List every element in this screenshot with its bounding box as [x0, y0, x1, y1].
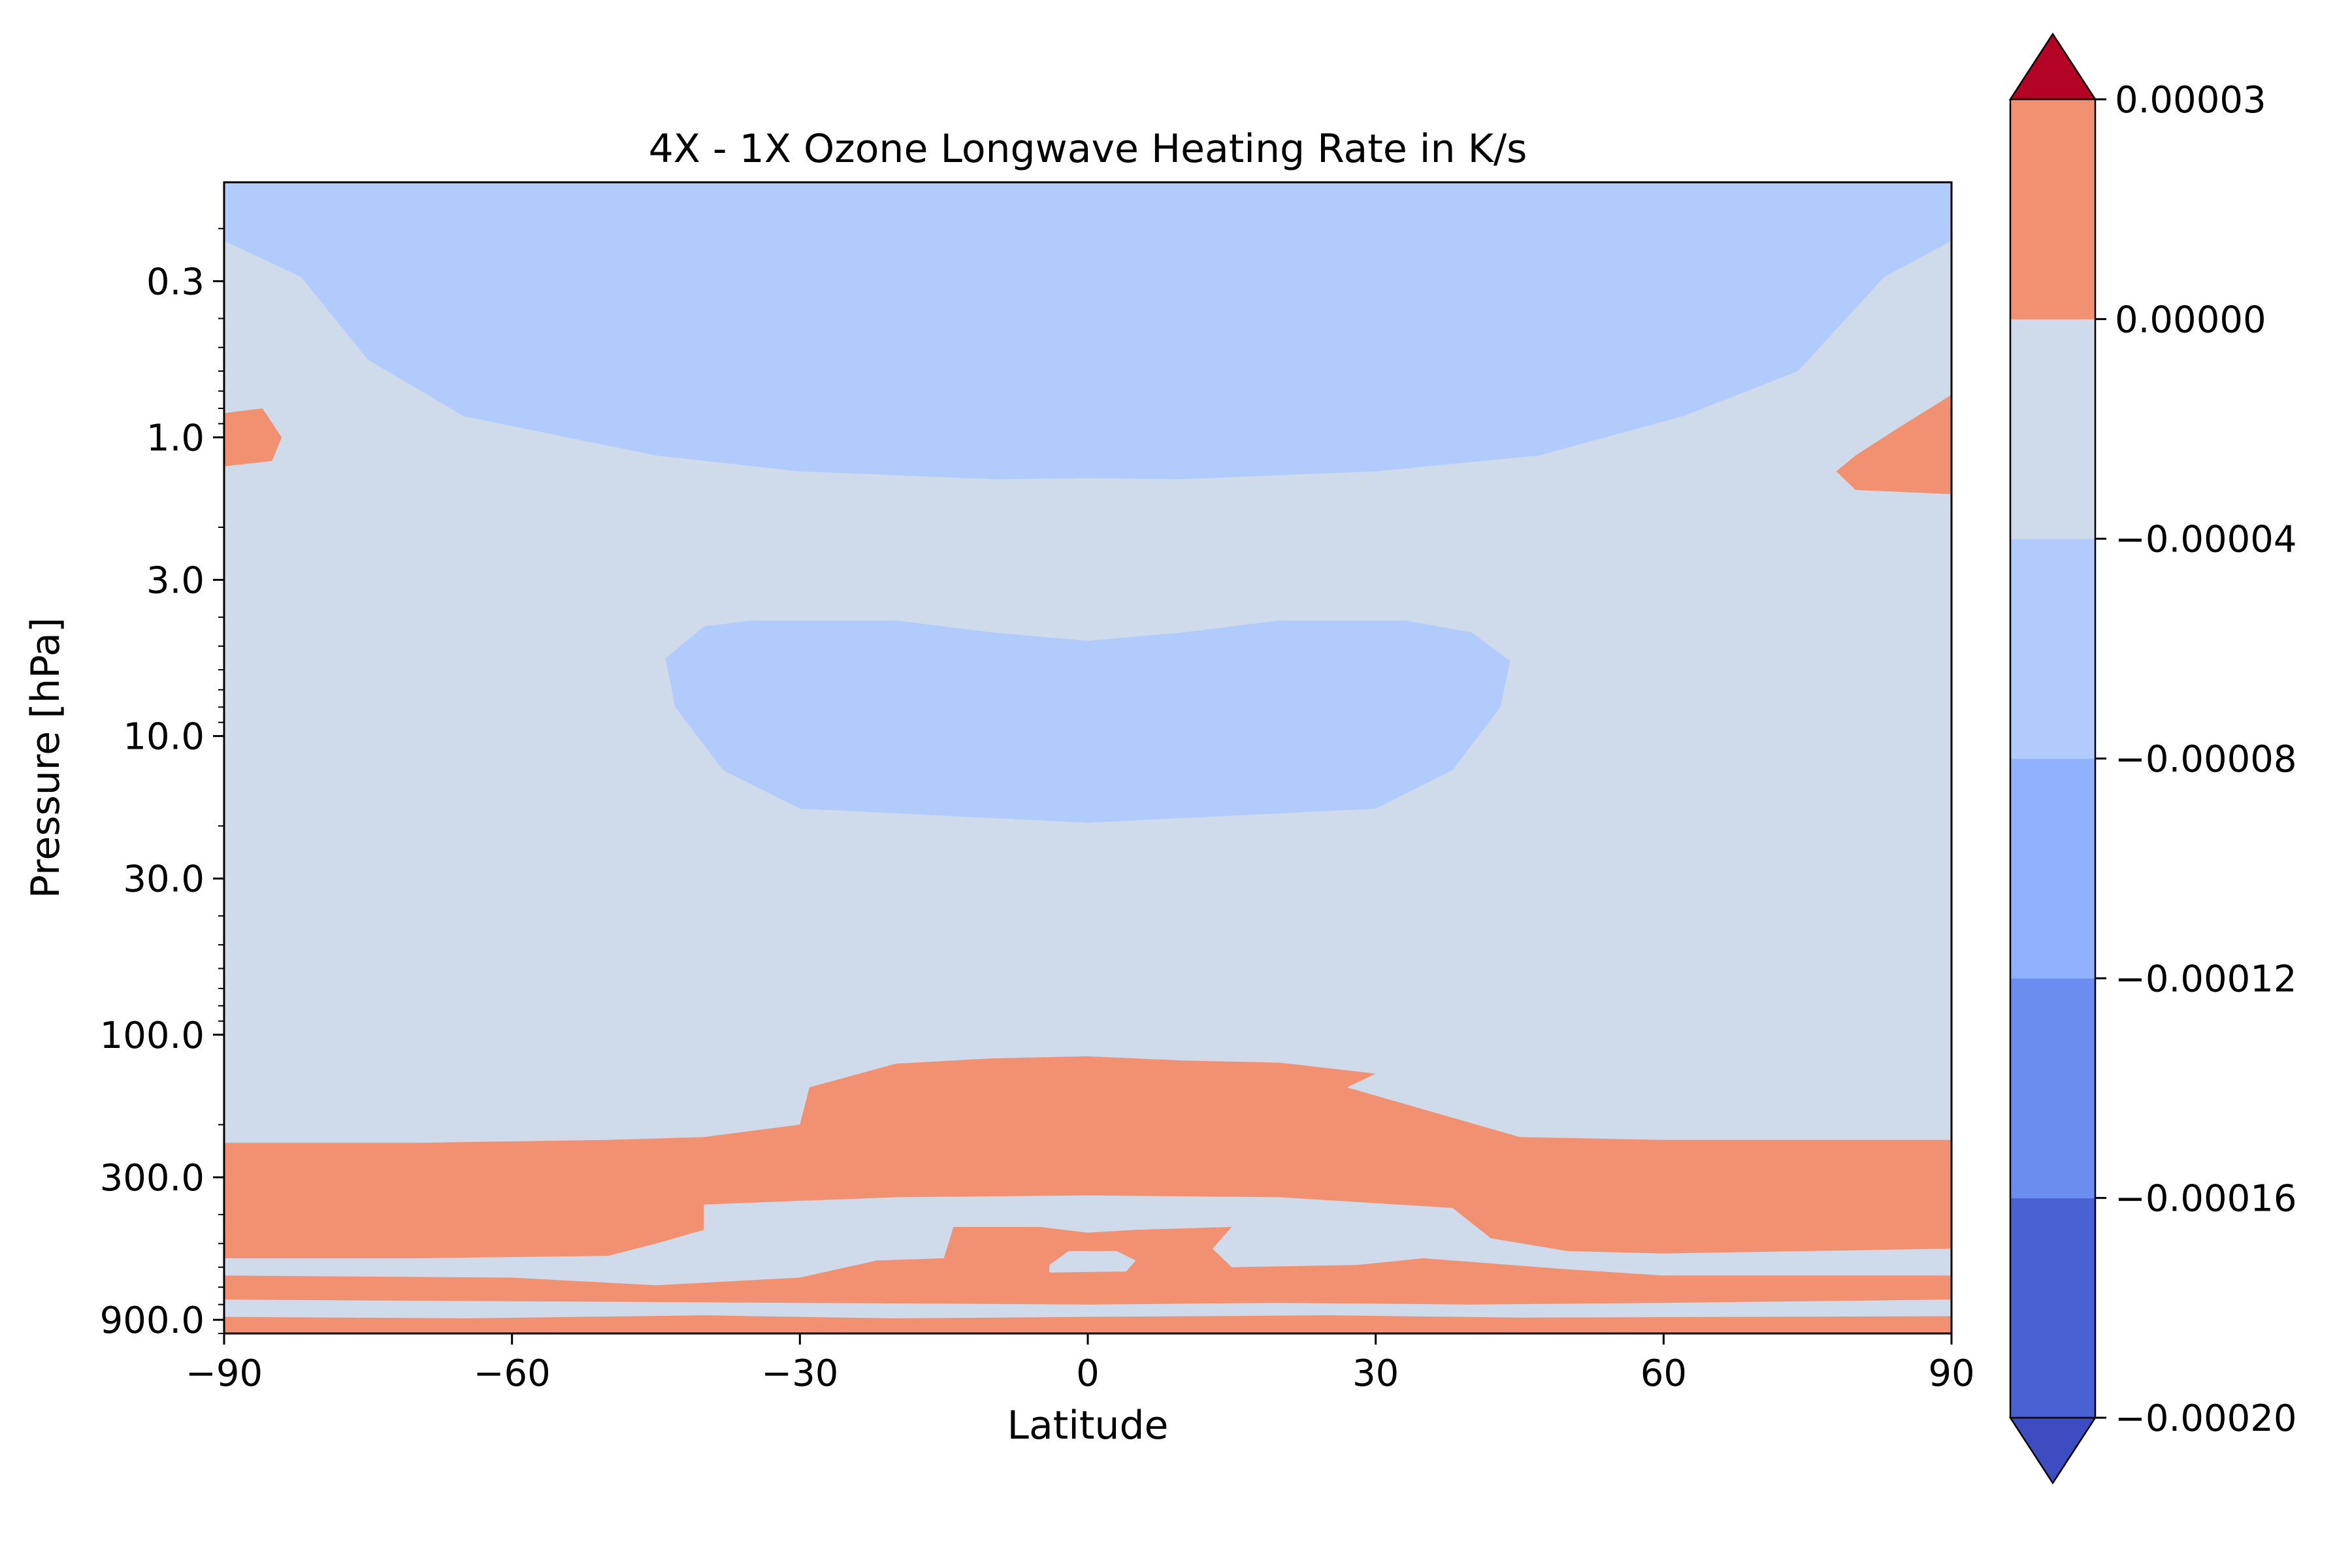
x-tick-label: 0 [1076, 1352, 1100, 1395]
x-tick-label: 60 [1641, 1352, 1687, 1395]
colorbar-segment [2010, 1198, 2095, 1418]
y-tick-label: 10.0 [123, 716, 204, 759]
colorbar-tick-label: −0.00008 [2115, 738, 2297, 781]
x-tick-label: −90 [186, 1352, 263, 1395]
colorbar-tick-label: −0.00020 [2115, 1397, 2297, 1440]
contour-region-9 [1049, 1250, 1136, 1273]
contour-region-6 [1836, 395, 1952, 495]
colorbar-extend-min [2008, 1416, 2097, 1485]
x-tick-label: −30 [761, 1352, 838, 1395]
x-tick-label: −60 [474, 1352, 551, 1395]
plot-area [223, 181, 1953, 1335]
colorbar-tick-label: −0.00004 [2115, 519, 2297, 561]
colorbar-segment [2010, 759, 2095, 979]
y-axis-label: Pressure [hPa] [23, 617, 69, 898]
colorbar-segment [2010, 538, 2095, 759]
contour-region-5 [224, 408, 282, 466]
y-tick-label: 3.0 [146, 560, 204, 602]
y-tick-label: 30.0 [123, 858, 204, 901]
contour-region-7 [224, 1056, 1952, 1258]
y-tick-label: 0.3 [146, 261, 204, 303]
colorbar-tick-label: −0.00016 [2115, 1178, 2297, 1220]
x-tick-label: 90 [1928, 1352, 1974, 1395]
colorbar-segment [2010, 319, 2095, 540]
chart-title: 4X - 1X Ozone Longwave Heating Rate in K… [649, 126, 1527, 172]
colorbar-tick-label: 0.00003 [2115, 79, 2266, 122]
contour-region-10 [224, 1315, 1952, 1333]
colorbar-segment [2010, 99, 2095, 319]
colorbar: 0.00003 0.00000 −0.00004 −0.00008 −0.00012 −0… [2008, 32, 2297, 1485]
colorbar-tick-label: 0.00000 [2115, 299, 2266, 341]
x-axis: −90 −60 −30 0 30 60 90 [186, 1333, 1975, 1395]
contour-region-4 [665, 620, 1511, 823]
y-tick-label: 300.0 [100, 1157, 204, 1200]
y-tick-label: 100.0 [100, 1015, 204, 1057]
x-tick-label: 30 [1352, 1352, 1399, 1395]
contour-regions [224, 182, 1952, 1333]
colorbar-extend-max [2008, 32, 2097, 101]
y-axis: 0.3 1.0 3.0 10.0 30.0 100.0 300.0 900.0 [100, 227, 224, 1342]
colorbar-segment [2010, 978, 2095, 1199]
y-tick-label: 1.0 [146, 417, 204, 459]
y-tick-label: 900.0 [100, 1299, 204, 1342]
colorbar-tick-label: −0.00012 [2115, 958, 2297, 1000]
x-axis-label: Latitude [1007, 1403, 1169, 1448]
contour-region-3 [224, 182, 1952, 480]
